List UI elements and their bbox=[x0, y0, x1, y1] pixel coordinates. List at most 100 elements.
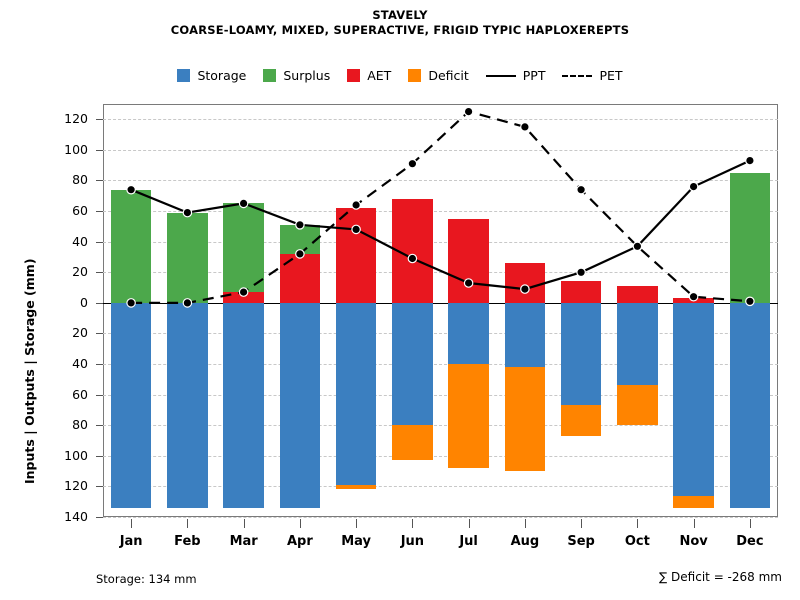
y-tick-mark bbox=[96, 517, 103, 518]
y-tick-label: 20 bbox=[72, 264, 88, 280]
legend-item-surplus[interactable]: Surplus bbox=[263, 68, 330, 83]
y-tick-label: 40 bbox=[72, 233, 88, 249]
pet-point bbox=[238, 287, 249, 297]
pet-point bbox=[126, 298, 136, 308]
deficit-segment bbox=[560, 405, 602, 436]
storage-segment bbox=[673, 302, 714, 496]
x-axis-label-feb: Feb bbox=[174, 534, 201, 549]
y-tick-label: 100 bbox=[64, 447, 88, 463]
x-tick-mark bbox=[581, 519, 583, 528]
legend-item-aet[interactable]: AET bbox=[347, 68, 391, 83]
x-tick-mark bbox=[187, 519, 189, 528]
x-tick-mark bbox=[131, 519, 133, 528]
bar-group-feb[interactable] bbox=[167, 104, 208, 517]
y-tick-label: 60 bbox=[72, 386, 88, 402]
zero-line bbox=[103, 302, 778, 304]
legend-item-pet[interactable]: PET bbox=[562, 68, 623, 83]
x-tick-mark bbox=[524, 519, 526, 528]
storage-segment bbox=[110, 302, 152, 508]
y-tick-mark bbox=[96, 302, 103, 304]
ppt-point bbox=[520, 284, 530, 294]
deficit-segment bbox=[335, 484, 377, 490]
bar-group-sep[interactable] bbox=[560, 104, 602, 517]
y-tick-mark bbox=[96, 455, 103, 457]
legend-label: Surplus bbox=[283, 68, 331, 83]
legend-item-deficit[interactable]: Deficit bbox=[408, 68, 469, 83]
gridline bbox=[103, 425, 778, 427]
y-tick-label: 80 bbox=[72, 417, 88, 433]
pet-point bbox=[688, 291, 699, 302]
ppt-point bbox=[351, 224, 361, 235]
ppt-point bbox=[182, 207, 193, 218]
ppt-point bbox=[295, 220, 305, 230]
dashed-line-icon bbox=[562, 74, 593, 77]
surplus-segment bbox=[279, 224, 321, 254]
bar-group-dec[interactable] bbox=[729, 104, 771, 517]
legend-label: PET bbox=[599, 68, 623, 83]
bar-group-jan[interactable] bbox=[110, 104, 152, 517]
x-axis-label-sep: Sep bbox=[567, 534, 595, 549]
x-axis-label-jan: Jan bbox=[119, 534, 143, 549]
legend-item-ppt[interactable]: PPT bbox=[485, 68, 545, 83]
y-tick-label: 120 bbox=[64, 111, 88, 127]
deficit-sum-footnote: ∑ Deficit = -268 mm bbox=[659, 570, 782, 584]
legend-swatch-icon bbox=[347, 69, 361, 82]
y-tick-mark bbox=[96, 211, 103, 213]
y-tick-mark bbox=[96, 119, 103, 121]
y-tick-mark bbox=[96, 486, 103, 488]
gridline bbox=[103, 241, 778, 243]
bar-group-aug[interactable] bbox=[504, 104, 546, 517]
chart-title: STAVELY COARSE-LOAMY, MIXED, SUPERACTIVE… bbox=[0, 8, 800, 38]
legend-item-storage[interactable]: Storage bbox=[177, 68, 246, 83]
bar-group-jul[interactable] bbox=[448, 104, 489, 517]
aet-segment bbox=[504, 263, 546, 303]
pet-point bbox=[182, 298, 193, 308]
y-tick-label: 140 bbox=[64, 509, 88, 524]
y-tick-label: 20 bbox=[72, 325, 88, 341]
y-tick-label: 80 bbox=[72, 172, 88, 188]
solid-line-icon bbox=[485, 74, 516, 77]
storage-segment bbox=[392, 302, 433, 426]
gridline bbox=[103, 517, 778, 518]
surplus-segment bbox=[167, 212, 208, 303]
deficit-segment bbox=[392, 425, 433, 461]
pet-point bbox=[745, 296, 755, 307]
x-tick-mark bbox=[637, 519, 639, 528]
x-tick-mark bbox=[693, 519, 695, 528]
bar-group-mar[interactable] bbox=[223, 104, 264, 517]
legend-label: Deficit bbox=[428, 68, 469, 83]
aet-segment bbox=[617, 286, 658, 303]
title-line-2: COARSE-LOAMY, MIXED, SUPERACTIVE, FRIGID… bbox=[170, 23, 630, 37]
ppt-point bbox=[407, 253, 418, 264]
ppt-point bbox=[745, 155, 755, 166]
ppt-point bbox=[688, 181, 699, 192]
y-tick-mark bbox=[96, 425, 103, 427]
bar-group-oct[interactable] bbox=[617, 104, 658, 517]
storage-segment bbox=[167, 302, 208, 508]
x-axis-label-jul: Jul bbox=[459, 534, 478, 549]
plot-area bbox=[103, 104, 778, 518]
y-tick-mark bbox=[96, 241, 103, 243]
ppt-point bbox=[126, 184, 136, 195]
bar-group-may[interactable] bbox=[335, 104, 377, 517]
storage-segment bbox=[504, 302, 546, 368]
surplus-segment bbox=[729, 172, 771, 303]
aet-segment bbox=[223, 292, 264, 303]
chart-legend: Storage Surplus AET Deficit PPT PET bbox=[0, 68, 800, 83]
legend-swatch-icon bbox=[408, 69, 422, 82]
deficit-segment bbox=[504, 367, 546, 472]
bar-group-nov[interactable] bbox=[673, 104, 714, 517]
ppt-point bbox=[463, 278, 474, 288]
gridline bbox=[103, 364, 778, 366]
gridline bbox=[103, 180, 778, 182]
x-axis-label-mar: Mar bbox=[229, 534, 258, 549]
x-tick-mark bbox=[468, 519, 470, 528]
surplus-segment bbox=[110, 189, 152, 303]
legend-swatch-icon bbox=[177, 69, 191, 82]
storage-segment bbox=[560, 302, 602, 406]
storage-segment bbox=[279, 302, 321, 508]
x-axis-label-dec: Dec bbox=[736, 534, 764, 549]
deficit-segment bbox=[448, 364, 489, 469]
gridline bbox=[103, 119, 778, 121]
